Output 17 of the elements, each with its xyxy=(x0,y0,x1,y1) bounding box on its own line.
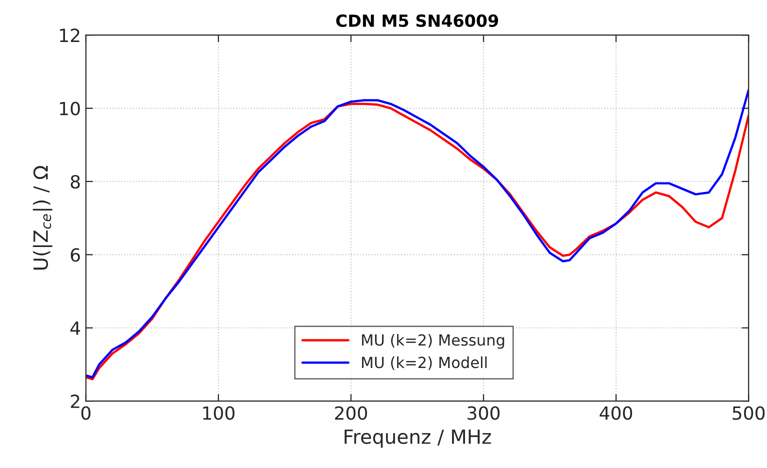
y-tick-label: 10 xyxy=(60,102,80,116)
y-tick-label: 8 xyxy=(70,174,80,189)
y-axis-title: U(|Z$_{ce}$|) / Ω xyxy=(32,166,52,270)
legend-label: MU (k=2) Messung xyxy=(362,334,504,349)
y-tick-label: 2 xyxy=(70,394,80,408)
legend-label: MU (k=2) Modell xyxy=(362,356,487,370)
x-tick-label: 100 xyxy=(203,406,234,420)
x-tick-label: 400 xyxy=(600,406,632,420)
x-tick-label: 200 xyxy=(335,406,368,420)
y-tick-label: 12 xyxy=(60,28,80,42)
x-axis-title: Frequenz / MHz xyxy=(344,430,491,448)
x-tick-label: 0 xyxy=(81,406,90,420)
y-tick-label: 6 xyxy=(70,248,80,262)
x-tick-label: 300 xyxy=(468,406,500,420)
x-tick-label: 500 xyxy=(732,406,765,420)
y-tick-label: 4 xyxy=(70,322,80,335)
chart-title: CDN M5 SN46009 xyxy=(336,14,498,28)
